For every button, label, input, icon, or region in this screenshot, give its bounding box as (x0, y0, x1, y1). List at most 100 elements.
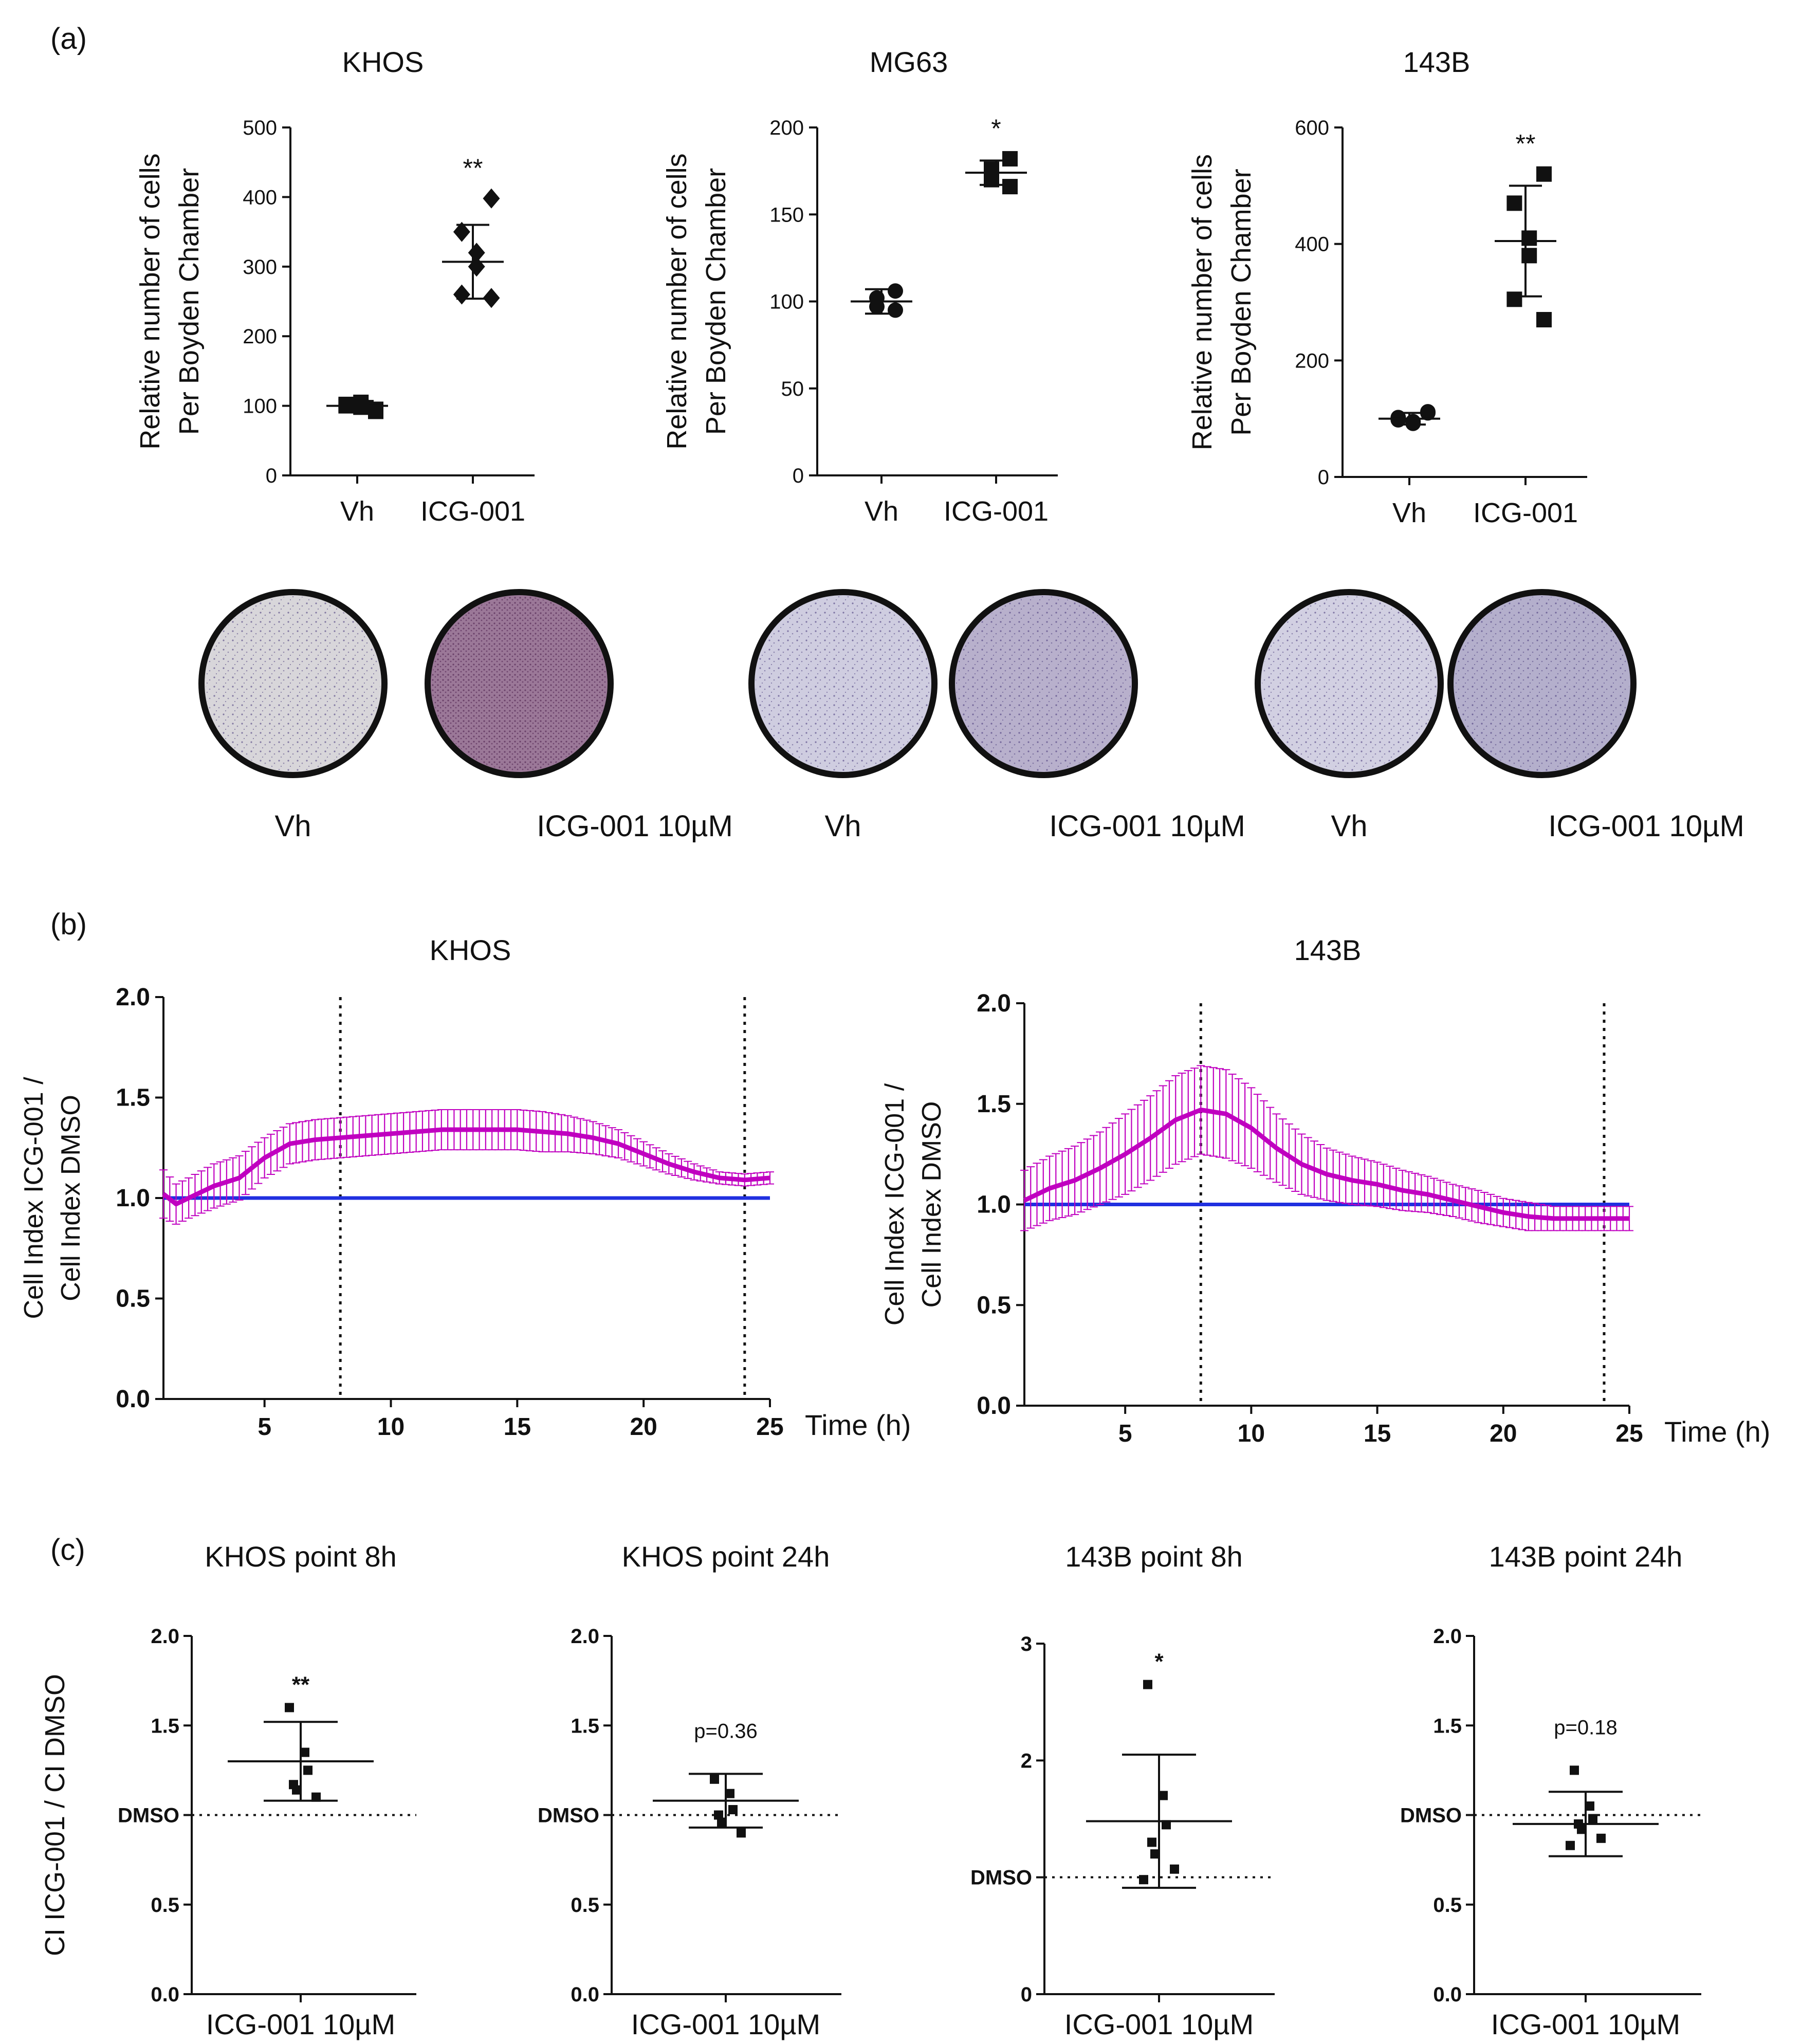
y-tick-label: 0.0 (977, 1392, 1011, 1420)
data-point (714, 1810, 723, 1820)
data-point (1596, 1833, 1606, 1843)
data-point (453, 284, 470, 305)
y-tick-label: 500 (243, 117, 277, 139)
data-point (1002, 179, 1018, 195)
panel-c-2: 143B point 8h 0 2 3 DMSO ICG-001 10µM * (970, 1540, 1275, 2040)
y-tick-label: 0.0 (1433, 1983, 1462, 2006)
data-point (1585, 1801, 1594, 1811)
data-point (1536, 312, 1552, 327)
y-tick-label: 300 (243, 256, 277, 279)
panel-label: (a) (50, 22, 87, 56)
data-point (1139, 1875, 1148, 1885)
reference-label: DMSO (1400, 1804, 1462, 1827)
y-tick-label: 0.0 (571, 1983, 599, 2006)
y-tick-label: 1.0 (977, 1191, 1011, 1219)
y-tick-label: 0 (793, 465, 804, 487)
data-point (468, 256, 485, 277)
y-tick-label: 2 (1021, 1750, 1032, 1772)
cell-stain (756, 596, 930, 771)
y-axis-label: CI ICG-001 / CI DMSO (40, 1674, 70, 1956)
x-axis-label: Time (h) (805, 1409, 911, 1441)
data-point (888, 283, 903, 299)
data-point (1570, 1765, 1579, 1775)
reference-label: DMSO (538, 1804, 599, 1827)
chart-title: KHOS point 24h (622, 1540, 830, 1573)
cell-stain (1455, 596, 1629, 771)
y-tick-label: 2.0 (571, 1625, 599, 1648)
x-tick-label: ICG-001 (420, 496, 525, 527)
x-tick-label: 15 (504, 1413, 531, 1441)
y-axis-label: Relative number of cells (1187, 154, 1218, 450)
data-point (728, 1805, 738, 1815)
panel-c-1: KHOS point 24h 0.0 0.5 1.5 2.0 DMSO ICG-001 10… (538, 1540, 841, 2040)
x-tick-label: Vh (340, 496, 374, 527)
significance-label: ** (463, 154, 483, 182)
x-tick-label: ICG-001 (1473, 498, 1578, 528)
y-tick-label: 400 (1295, 233, 1329, 256)
y-tick-label: 0.0 (151, 1983, 179, 2006)
y-tick-label: 0 (1318, 466, 1329, 489)
data-point (353, 399, 369, 415)
y-tick-label: 2.0 (1433, 1625, 1462, 1648)
y-tick-label: 3 (1021, 1633, 1032, 1655)
data-point (483, 288, 500, 308)
y-tick-label: 2.0 (977, 990, 1011, 1017)
data-point (292, 1785, 301, 1795)
data-point (338, 396, 354, 412)
data-point (1521, 230, 1537, 246)
reference-label: DMSO (118, 1804, 179, 1827)
data-point (1143, 1680, 1152, 1689)
y-tick-label: 100 (243, 395, 277, 418)
y-tick-label: 0.0 (116, 1386, 150, 1413)
data-point (1002, 151, 1018, 167)
dish-pair-MG63: Vh ICG-001 10µM (748, 589, 1245, 843)
y-axis-label: Per Boyden Chamber (174, 168, 205, 435)
cell-stain (1262, 596, 1437, 771)
y-tick-label: 200 (769, 117, 804, 139)
panel-c-3: 143B point 24h 0.0 0.5 1.5 2.0 DMSO ICG-001 10… (1400, 1540, 1701, 2040)
cell-stain (206, 596, 380, 771)
data-point (710, 1774, 719, 1784)
y-tick-label: 200 (1295, 349, 1329, 372)
x-axis-label: ICG-001 10µM (631, 2008, 820, 2040)
data-point (737, 1828, 746, 1838)
y-tick-label: 150 (769, 204, 804, 226)
dish-label: ICG-001 10µM (1049, 809, 1245, 843)
panel-b-143B: 143B 0.0 0.5 1.0 1.5 2.0 5 10 15 20 25 Time (h) Cell… (880, 934, 1770, 1448)
x-axis-label: ICG-001 10µM (1491, 2008, 1680, 2040)
dish-pair-KHOS: Vh ICG-001 10µM (198, 589, 733, 843)
y-tick-label: 2.0 (116, 984, 150, 1011)
y-axis-label: Relative number of cells (661, 153, 692, 449)
x-axis-label: ICG-001 10µM (206, 2008, 395, 2040)
x-axis-label: ICG-001 10µM (1064, 2008, 1254, 2040)
chart-title: MG63 (870, 46, 948, 78)
x-tick-label: 5 (258, 1413, 271, 1441)
data-point (1521, 248, 1537, 264)
significance-label: ** (292, 1672, 310, 1697)
x-tick-label: 10 (377, 1413, 405, 1441)
dish-label: Vh (275, 809, 311, 843)
y-tick-label: 1.5 (571, 1715, 599, 1737)
y-tick-label: 0.5 (1433, 1894, 1462, 1917)
x-tick-label: Vh (865, 496, 898, 527)
y-axis-label: Per Boyden Chamber (701, 168, 731, 435)
x-tick-label: Vh (1392, 498, 1426, 528)
y-tick-label: 1.5 (1433, 1715, 1462, 1737)
panel-a-KHOS: (a) KHOS 0 100 200 300 400 500 Relative number o… (50, 22, 535, 527)
chart-title: 143B (1403, 46, 1471, 78)
data-point (1588, 1814, 1597, 1824)
data-point (453, 222, 470, 242)
y-tick-label: 400 (243, 186, 277, 209)
y-tick-label: 200 (243, 325, 277, 348)
x-axis-label: Time (h) (1664, 1415, 1770, 1448)
data-point (300, 1747, 309, 1757)
dish-label: Vh (1331, 809, 1368, 843)
significance-label: p=0.36 (694, 1720, 757, 1742)
panel-label: (b) (50, 908, 87, 941)
data-point (1566, 1840, 1575, 1850)
cell-stain (432, 596, 607, 771)
y-axis-label: Cell Index DMSO (917, 1101, 947, 1308)
panel-c-0: (c) KHOS point 8h 0.0 0.5 1.5 2.0 DMSO ICG-001 … (40, 1533, 416, 2040)
panel-a-143B: 143B 0 200 400 600 Relative number of cells Pe… (1187, 46, 1587, 528)
